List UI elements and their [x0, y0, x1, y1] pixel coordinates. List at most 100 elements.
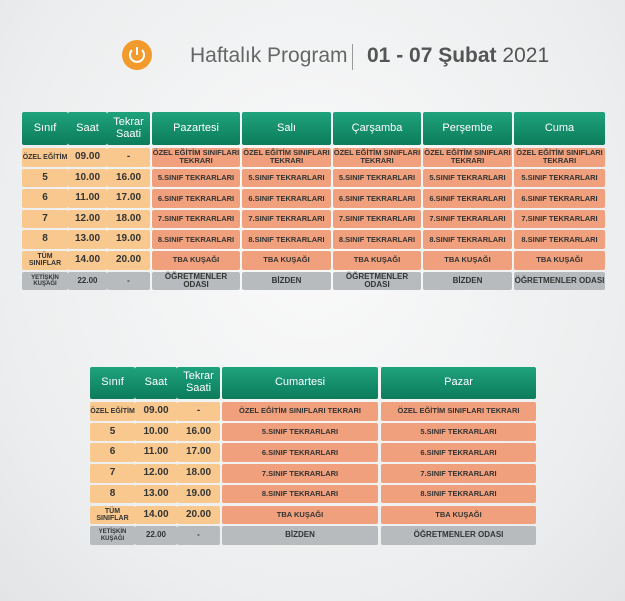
- table-cell: 11.00: [68, 189, 107, 208]
- table-cell: YETİŞKİN KUŞAĞI: [90, 526, 135, 545]
- table-cell: ÖZEL EĞİTİM SINIFLARI TEKRARI: [222, 402, 378, 421]
- table-cell: 5: [90, 422, 135, 442]
- table-cell: ÖZEL EĞİTİM SINIFLARI TEKRARI: [423, 148, 512, 167]
- table-cell: ÖZEL EĞİTİM SINIFLARI TEKRARI: [242, 148, 331, 167]
- table-cell: -: [107, 271, 150, 291]
- table-cell: 6.SINIF TEKRARLARI: [333, 189, 421, 208]
- power-icon: [122, 40, 152, 70]
- table-cell: 14.00: [135, 505, 177, 525]
- table-cell: 7: [22, 209, 68, 229]
- table-cell: TÜM SINIFLAR: [22, 251, 68, 270]
- column-header: Pazartesi: [152, 112, 240, 145]
- table-cell: 8.SINIF TEKRARLARI: [514, 230, 605, 249]
- table-cell: ÖZEL EĞİTİM SINIFLARI TEKRARI: [333, 148, 421, 167]
- table-cell: BİZDEN: [423, 271, 512, 291]
- table-cell: 7.SINIF TEKRARLARI: [152, 209, 240, 229]
- table-cell: 6.SINIF TEKRARLARI: [381, 443, 536, 463]
- table-cell: 5.SINIF TEKRARLARI: [222, 422, 378, 442]
- column-header: Tekrar Saati: [177, 367, 220, 399]
- column-header: Çarşamba: [333, 112, 421, 145]
- column-header: Sınıf: [90, 367, 135, 399]
- table-cell: TBA KUŞAĞI: [242, 251, 331, 270]
- table-cell: 10.00: [135, 422, 177, 442]
- table-cell: 17.00: [177, 443, 220, 463]
- date-range: 01 - 07 Şubat: [367, 44, 497, 67]
- table-cell: 7.SINIF TEKRARLARI: [381, 464, 536, 483]
- table-cell: 22.00: [68, 271, 107, 291]
- table-cell: 5.SINIF TEKRARLARI: [242, 168, 331, 188]
- table-cell: 5.SINIF TEKRARLARI: [423, 168, 512, 188]
- table-cell: 7.SINIF TEKRARLARI: [333, 209, 421, 229]
- table-cell: 5.SINIF TEKRARLARI: [152, 168, 240, 188]
- table-cell: 17.00: [107, 189, 150, 208]
- table-cell: TÜM SINIFLAR: [90, 505, 135, 525]
- table-cell: 7.SINIF TEKRARLARI: [222, 464, 378, 483]
- table-cell: 7.SINIF TEKRARLARI: [242, 209, 331, 229]
- table-cell: 16.00: [107, 168, 150, 188]
- column-header: Saat: [135, 367, 177, 399]
- table-cell: 11.00: [135, 443, 177, 463]
- table-cell: 5.SINIF TEKRARLARI: [514, 168, 605, 188]
- table-cell: 5.SINIF TEKRARLARI: [333, 168, 421, 188]
- table-cell: ÖZEL EĞİTİM SINIFLARI TEKRARI: [152, 148, 240, 167]
- table-cell: TBA KUŞAĞI: [222, 505, 378, 525]
- table-cell: TBA KUŞAĞI: [381, 505, 536, 525]
- table-cell: 8: [90, 484, 135, 504]
- table-cell: YETİŞKİN KUŞAĞI: [22, 271, 68, 291]
- table-cell: 13.00: [68, 230, 107, 249]
- table-cell: TBA KUŞAĞI: [333, 251, 421, 270]
- table-cell: 8.SINIF TEKRARLARI: [381, 484, 536, 504]
- table-cell: 8.SINIF TEKRARLARI: [222, 484, 378, 504]
- column-header: Perşembe: [423, 112, 512, 145]
- column-header: Saat: [68, 112, 107, 145]
- table-cell: 20.00: [107, 251, 150, 270]
- table-cell: 7.SINIF TEKRARLARI: [514, 209, 605, 229]
- table-cell: 5: [22, 168, 68, 188]
- table-cell: -: [177, 526, 220, 545]
- table-cell: 22.00: [135, 526, 177, 545]
- table-cell: BİZDEN: [222, 526, 378, 545]
- table-cell: 09.00: [68, 148, 107, 167]
- table-cell: -: [107, 148, 150, 167]
- year: 2021: [502, 44, 550, 67]
- table-cell: 5.SINIF TEKRARLARI: [381, 422, 536, 442]
- table-cell: 19.00: [177, 484, 220, 504]
- table-cell: 13.00: [135, 484, 177, 504]
- table-cell: 19.00: [107, 230, 150, 249]
- table-cell: TBA KUŞAĞI: [423, 251, 512, 270]
- table-cell: 18.00: [107, 209, 150, 229]
- date: 01 - 07 Şubat 2021: [367, 44, 549, 68]
- table-cell: 10.00: [68, 168, 107, 188]
- table-cell: ÖĞRETMENLER ODASI: [381, 526, 536, 545]
- table-cell: 6: [22, 189, 68, 208]
- table-cell: 12.00: [135, 464, 177, 483]
- column-header: Salı: [242, 112, 331, 145]
- table-cell: 6.SINIF TEKRARLARI: [242, 189, 331, 208]
- column-header: Pazar: [381, 367, 536, 399]
- table-cell: 6.SINIF TEKRARLARI: [152, 189, 240, 208]
- column-header: Sınıf: [22, 112, 68, 145]
- table-cell: 20.00: [177, 505, 220, 525]
- table-cell: 7.SINIF TEKRARLARI: [423, 209, 512, 229]
- table-cell: ÖZEL EĞİTİM SINIFLARI TEKRARI: [381, 402, 536, 421]
- table-cell: 6.SINIF TEKRARLARI: [514, 189, 605, 208]
- table-cell: 14.00: [68, 251, 107, 270]
- table-cell: ÖZEL EĞİTİM: [22, 148, 68, 167]
- table-cell: ÖĞRETMENLER ODASI: [333, 271, 421, 291]
- table-cell: 7: [90, 464, 135, 483]
- table-cell: ÖZEL EĞİTİM: [90, 402, 135, 421]
- table-cell: 16.00: [177, 422, 220, 442]
- table-cell: 6.SINIF TEKRARLARI: [423, 189, 512, 208]
- column-header: Tekrar Saati: [107, 112, 150, 145]
- column-header: Cuma: [514, 112, 605, 145]
- table-cell: ÖĞRETMENLER ODASI: [514, 271, 605, 291]
- table-cell: 8.SINIF TEKRARLARI: [423, 230, 512, 249]
- table-cell: 12.00: [68, 209, 107, 229]
- table-cell: 09.00: [135, 402, 177, 421]
- column-header: Cumartesi: [222, 367, 378, 399]
- table-cell: 8.SINIF TEKRARLARI: [152, 230, 240, 249]
- table-cell: 6: [90, 443, 135, 463]
- separator: [352, 44, 353, 70]
- table-cell: 8: [22, 230, 68, 249]
